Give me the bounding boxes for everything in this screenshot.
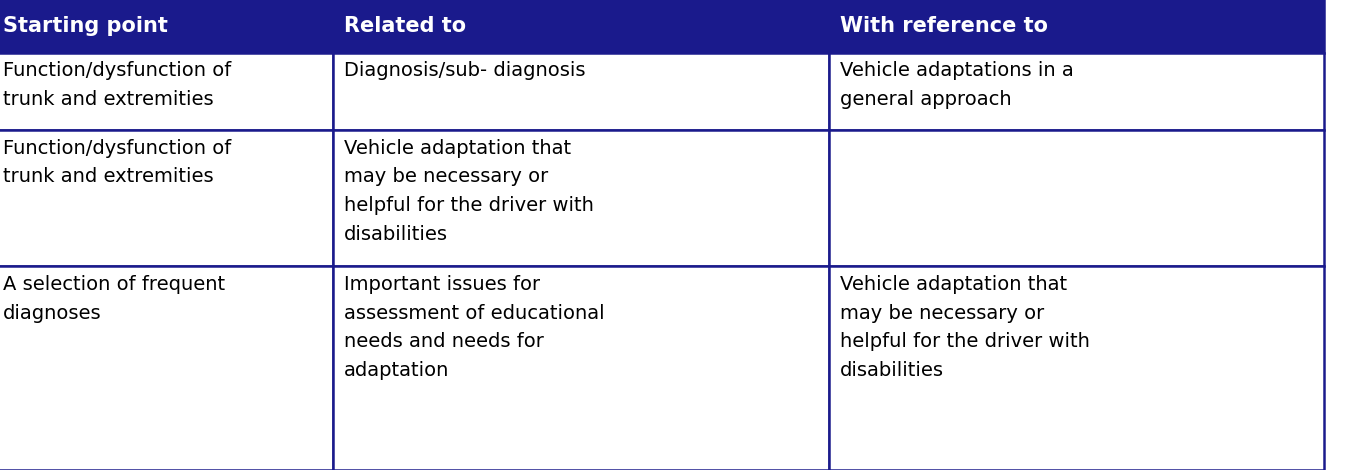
Bar xyxy=(0,53,333,130)
Bar xyxy=(829,0,1324,53)
Bar xyxy=(829,53,1324,130)
Text: Important issues for
assessment of educational
needs and needs for
adaptation: Important issues for assessment of educa… xyxy=(344,275,604,380)
Text: Diagnosis/sub- diagnosis: Diagnosis/sub- diagnosis xyxy=(344,61,585,80)
Bar xyxy=(333,130,829,266)
Text: With reference to: With reference to xyxy=(840,16,1047,36)
Text: Vehicle adaptation that
may be necessary or
helpful for the driver with
disabili: Vehicle adaptation that may be necessary… xyxy=(840,275,1089,380)
Bar xyxy=(0,266,333,470)
Bar xyxy=(829,266,1324,470)
Bar xyxy=(0,0,333,53)
Text: Related to: Related to xyxy=(344,16,466,36)
Bar xyxy=(829,130,1324,266)
Text: Vehicle adaptations in a
general approach: Vehicle adaptations in a general approac… xyxy=(840,61,1073,109)
Text: Starting point: Starting point xyxy=(3,16,167,36)
Text: Vehicle adaptation that
may be necessary or
helpful for the driver with
disabili: Vehicle adaptation that may be necessary… xyxy=(344,139,593,244)
Text: Function/dysfunction of
trunk and extremities: Function/dysfunction of trunk and extrem… xyxy=(3,61,231,109)
Text: A selection of frequent
diagnoses: A selection of frequent diagnoses xyxy=(3,275,225,323)
Bar xyxy=(333,266,829,470)
Bar xyxy=(333,0,829,53)
Bar xyxy=(333,53,829,130)
Bar xyxy=(0,130,333,266)
Text: Function/dysfunction of
trunk and extremities: Function/dysfunction of trunk and extrem… xyxy=(3,139,231,187)
